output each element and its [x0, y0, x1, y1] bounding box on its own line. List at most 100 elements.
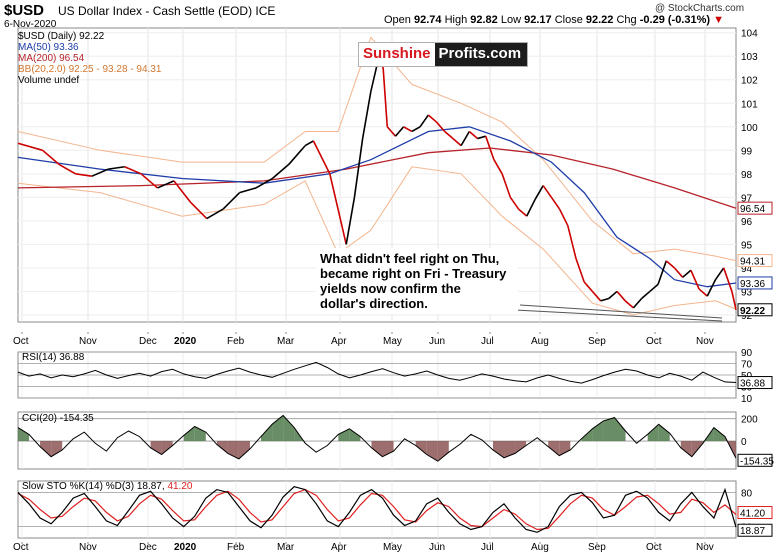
x-label-top: Nov	[696, 336, 714, 347]
main-frame	[17, 27, 737, 323]
price-segment	[361, 91, 372, 139]
cci-fill	[603, 417, 615, 442]
x-label-top: Nov	[79, 336, 97, 347]
legend-volume: Volume undef	[18, 75, 80, 86]
cci-fill	[18, 427, 30, 442]
price-segment	[382, 67, 389, 127]
price-segment	[600, 297, 610, 302]
bb-upper-last-label-box	[737, 254, 773, 268]
y-tick-label: 95	[741, 240, 753, 251]
price-segment	[690, 269, 700, 290]
y-tick-label: 93	[741, 287, 753, 298]
x-label-bottom: Apr	[331, 542, 347, 552]
main-legend: $USD (Daily) 92.22 MA(50) 93.36 MA(200) …	[18, 31, 161, 86]
bb-upper-last-label: 94.31	[740, 257, 765, 268]
price-segment	[583, 281, 594, 292]
price-segment	[288, 145, 306, 165]
x-label-bottom: Mar	[277, 542, 295, 552]
price-segment	[649, 283, 659, 293]
x-label-top: Dec	[139, 336, 157, 347]
price-segment	[526, 199, 536, 217]
bb-upper-line	[17, 36, 737, 262]
cci-title: CCI(20) -154.35	[22, 413, 94, 424]
price-segment	[304, 140, 314, 147]
price-segment	[427, 114, 438, 123]
stoch-d-line	[17, 488, 737, 531]
price-segment	[452, 137, 462, 147]
x-label-bottom: Nov	[696, 542, 714, 552]
price-segment	[550, 196, 561, 210]
price-segment	[312, 140, 331, 175]
rsi-title: RSI(14) 36.88	[22, 352, 85, 363]
price-segment	[591, 290, 602, 302]
down-arrow-icon: ▼	[713, 14, 724, 26]
legend-ma50: MA(50) 93.36	[18, 42, 79, 53]
price-segment	[337, 208, 348, 245]
cci-tick-label: 0	[741, 437, 747, 448]
x-label-top: Jul	[481, 336, 494, 347]
price-segment	[518, 208, 528, 217]
cci-fill	[504, 441, 516, 458]
x-label-bottom: Oct	[646, 542, 662, 552]
rsi-last-label: 36.88	[740, 379, 765, 390]
price-segment	[665, 260, 675, 269]
price-segment	[641, 290, 651, 300]
high-label: High	[444, 14, 468, 26]
symbol-title: $USD	[4, 2, 45, 19]
price-segment	[682, 269, 692, 278]
price-segment	[411, 126, 421, 133]
rsi-last-label-box	[737, 376, 773, 390]
ma200-line	[17, 147, 737, 209]
stoch-k-last-label-box	[737, 523, 773, 537]
cci-last-label-box	[737, 453, 773, 467]
price-segment	[698, 288, 708, 297]
logo-part-1: Sunshine	[363, 45, 431, 62]
x-label-top: Apr	[331, 336, 347, 347]
cci-last-label: -154.35	[740, 456, 774, 467]
ma50-last-label-box	[737, 276, 773, 290]
cci-fill	[272, 415, 284, 442]
price-segment	[419, 114, 429, 128]
price-segment	[468, 130, 479, 140]
price-segment	[444, 130, 454, 140]
price-segment	[731, 291, 737, 310]
sto-title: Slow STO %K(14) %D(3) 18.87, 41.20	[22, 481, 193, 492]
price-segment	[222, 192, 241, 210]
stoch-k-last-label: 18.87	[740, 526, 765, 537]
price-segment	[173, 180, 191, 203]
price-segment	[567, 225, 577, 259]
price-segment	[575, 258, 585, 283]
cci-fill	[426, 441, 438, 462]
price-segment	[386, 126, 397, 137]
cci-fill	[150, 441, 162, 455]
rsi-tick-label: 70	[741, 360, 753, 371]
price-segment	[255, 177, 273, 189]
x-label-top: 2020	[174, 336, 197, 347]
price-segment	[403, 126, 413, 133]
price-segment	[608, 290, 618, 300]
y-tick-label: 92	[741, 311, 753, 322]
x-label-top: Sep	[588, 336, 606, 347]
x-label-bottom: May	[383, 542, 402, 552]
price-segment	[140, 173, 159, 189]
x-label-top: Aug	[531, 336, 549, 347]
cci-fill	[382, 441, 394, 457]
description-text: US Dollar Index - Cash Settle (EOD)	[58, 4, 253, 18]
chg-value: -0.29 (-0.31%)	[639, 14, 711, 26]
price-segment	[657, 260, 668, 285]
x-label-top: May	[383, 336, 402, 347]
price-segment	[353, 138, 364, 198]
credit-text: @ StockCharts.com	[655, 3, 745, 14]
rsi-tick-label: 10	[741, 394, 753, 405]
ohlc-readout: Open 92.74 High 92.82 Low 92.17 Close 92…	[384, 14, 724, 26]
y-tick-label: 97	[741, 193, 753, 204]
x-label-bottom: Oct	[13, 542, 29, 552]
price-segment	[394, 126, 405, 137]
annotation-text: What didn't feel right on Thu, became ri…	[320, 251, 507, 311]
cci-fill	[238, 441, 250, 459]
cci-fill	[161, 441, 173, 455]
rsi-tick-label: 90	[741, 348, 753, 359]
low-label: Low	[500, 14, 522, 26]
bb-lower-line	[17, 166, 737, 316]
high-value: 92.82	[470, 14, 498, 26]
